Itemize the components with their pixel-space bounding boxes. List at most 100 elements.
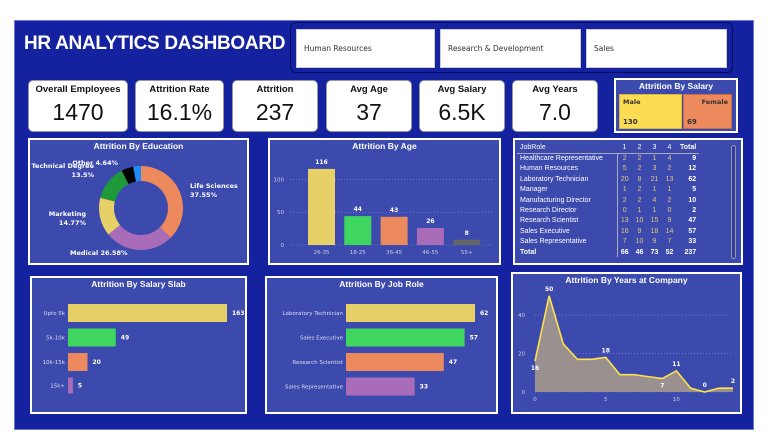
data-label: 2 [731, 378, 735, 385]
x-tick-label: 36-45 [386, 250, 402, 256]
kpi-attrition: Attrition 237 [232, 80, 318, 132]
table-row: Laboratory Technician 20 8 21 13 62 [517, 174, 699, 185]
cell: 7 [622, 238, 627, 246]
slice-label: Other 4.64% [72, 159, 118, 167]
matrix-scrollbar[interactable] [731, 145, 736, 259]
total-cell: 73 [650, 248, 659, 256]
row-label: Sales Executive [517, 226, 618, 237]
chart-title: Attrition By Education [93, 141, 184, 151]
kpi-value: 237 [255, 99, 295, 125]
cell: 4 [652, 196, 657, 204]
donut-slice [121, 166, 137, 185]
cell: 2 [622, 196, 627, 204]
kpi-label: Avg Salary [437, 84, 487, 95]
kpi-overall-employees: Overall Employees 1470 [28, 80, 128, 132]
kpi-avg-salary: Avg Salary 6.5K [419, 80, 505, 132]
x-tick-label: 5 [604, 397, 608, 403]
bar [346, 304, 475, 322]
series-line [534, 295, 733, 393]
cell: 1 [652, 155, 657, 163]
attrition-by-age-panel: Attrition By Age 0 50 100 116 26-35 44 18-25 43… [268, 138, 501, 265]
bar [68, 328, 116, 347]
filter-human-resources[interactable]: Human Resources [296, 29, 435, 68]
column-header[interactable]: 4 [667, 144, 672, 152]
cell: 47 [688, 217, 697, 225]
cell: 18 [650, 227, 659, 235]
cell: 5 [692, 186, 697, 194]
cell: 33 [688, 238, 697, 246]
category-label: 10k-15k [43, 360, 66, 366]
slice-value: 13.5% [71, 171, 94, 179]
data-label: 8 [465, 230, 469, 237]
kpi-value: 7.0 [539, 99, 571, 125]
data-label: 163 [232, 310, 245, 317]
row-label: Research Director [517, 205, 618, 216]
jobrole-matrix-panel: JobRole 1 2 3 4 Total Healthcare Represe… [513, 138, 743, 265]
kpi-avg-age: Avg Age 37 [326, 80, 412, 132]
tile-label: Female [701, 98, 728, 106]
cell: 1 [622, 186, 627, 194]
cell: 2 [667, 196, 672, 204]
total-cell: 52 [665, 248, 674, 256]
treemap-tile-female[interactable]: Female 69 [683, 94, 732, 129]
cell: 2 [637, 196, 642, 204]
kpi-label: Attrition Rate [149, 84, 210, 95]
category-label: Sales Representative [285, 385, 344, 391]
table-row: Research Director 0 1 1 0 2 [517, 205, 699, 216]
cell: 12 [688, 165, 697, 173]
tile-value: 69 [687, 118, 697, 126]
attrition-by-salary-treemap: Attrition By Salary Male 130 Female 69 [614, 78, 738, 133]
data-label: 50 [545, 286, 553, 293]
column-header[interactable]: 3 [652, 144, 657, 152]
cell: 10 [635, 217, 644, 225]
treemap-tile-male[interactable]: Male 130 [619, 94, 682, 129]
kpi-value: 1470 [52, 99, 104, 125]
cell: 5 [622, 165, 627, 173]
x-tick-label: 55+ [461, 250, 473, 256]
category-label: 15k+ [50, 384, 65, 390]
table-row: Human Resources 5 2 3 2 12 [517, 163, 699, 175]
cell: 8 [637, 175, 642, 183]
cell: 2 [622, 155, 627, 163]
total-cell: 46 [635, 248, 644, 256]
y-tick-label: 0 [281, 243, 285, 249]
kpi-avg-years: Avg Years 7.0 [512, 80, 598, 132]
chart-title: Attrition By Job Role [339, 279, 424, 289]
cell: 14 [665, 227, 674, 235]
bar [308, 168, 335, 245]
column-header[interactable]: 2 [637, 144, 642, 152]
category-label: Laboratory Technician [283, 311, 344, 317]
years-area-chart: 0 20 40 0 5 10 16 50 18 7 11 0 2 [518, 286, 735, 403]
x-tick-label: 10 [673, 397, 680, 403]
row-label: Healthcare Representative [517, 153, 618, 164]
donut-slice [133, 166, 141, 182]
donut-slice [100, 170, 129, 202]
cell: 1 [652, 207, 657, 215]
column-header[interactable]: 1 [622, 144, 627, 152]
filter-research-development[interactable]: Research & Development [440, 29, 581, 68]
cell: 2 [667, 165, 672, 173]
y-tick-label: 20 [518, 352, 525, 358]
column-header[interactable]: JobRole [520, 144, 546, 152]
filter-sales[interactable]: Sales [586, 29, 727, 68]
kpi-attrition-rate: Attrition Rate 16.1% [135, 80, 224, 132]
kpi-label: Avg Years [532, 84, 578, 95]
y-tick-label: 100 [274, 177, 285, 183]
table-row: Sales Executive 16 9 18 14 57 [517, 226, 699, 237]
bar [416, 227, 444, 245]
data-label: 20 [93, 359, 101, 366]
slice-label: Marketing [49, 210, 87, 218]
data-label: 11 [672, 361, 680, 368]
slice-label: Medical 26.58% [70, 249, 128, 257]
data-label: 57 [470, 335, 478, 342]
slice-label: Life Sciences [190, 182, 238, 190]
column-header[interactable]: Total [680, 144, 697, 152]
y-tick-label: 50 [277, 210, 284, 216]
row-label: Sales Representative [517, 236, 618, 247]
cell: 1 [667, 186, 672, 194]
data-label: 62 [480, 310, 488, 317]
data-label: 49 [121, 335, 129, 342]
category-label: Upto 5k [44, 311, 66, 317]
row-label: Human Resources [517, 163, 618, 175]
